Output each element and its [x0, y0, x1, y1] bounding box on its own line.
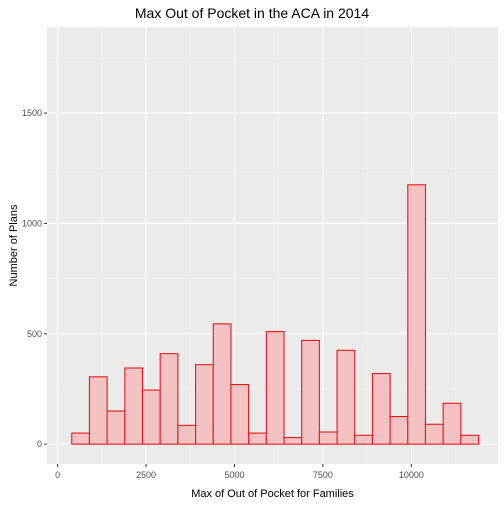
x-tick-label: 2500	[136, 470, 156, 480]
y-tick-label: 1500	[22, 108, 42, 118]
y-tick-label: 500	[27, 329, 42, 339]
histogram-bar	[336, 349, 356, 445]
x-tick-label: 5000	[224, 470, 244, 480]
x-tick-label: 10000	[399, 470, 424, 480]
y-tick-label: 0	[37, 439, 42, 449]
histogram-bar	[248, 432, 267, 445]
histogram-bar	[389, 415, 409, 445]
histogram-bar	[177, 424, 197, 445]
x-tick-label: 0	[55, 470, 60, 480]
x-axis-label: Max of Out of Pocket for Families	[191, 488, 354, 500]
histogram-bar	[106, 410, 126, 445]
histogram-bar	[212, 323, 232, 445]
histogram-bar	[424, 423, 444, 445]
y-tick-label: 1000	[22, 218, 42, 228]
histogram-bar	[124, 367, 144, 445]
histogram-bar	[301, 339, 320, 445]
histogram-bar	[159, 353, 179, 445]
histogram-bar	[230, 383, 250, 445]
histogram-bar	[265, 331, 285, 445]
chart-title: Max Out of Pocket in the ACA in 2014	[134, 5, 370, 21]
y-axis-label: Number of Plans	[8, 204, 20, 286]
histogram-bar	[88, 376, 108, 445]
histogram-bar	[460, 434, 480, 445]
histogram-bar	[283, 436, 303, 445]
x-tick-label: 7500	[313, 470, 333, 480]
histogram-bar	[407, 184, 427, 445]
histogram-bar	[141, 389, 161, 445]
histogram-bar	[371, 372, 391, 445]
histogram-bar	[71, 432, 90, 445]
histogram-bar	[318, 431, 338, 445]
histogram-bar	[195, 364, 214, 445]
histogram-bar	[442, 402, 462, 445]
histogram-bar	[354, 434, 373, 445]
